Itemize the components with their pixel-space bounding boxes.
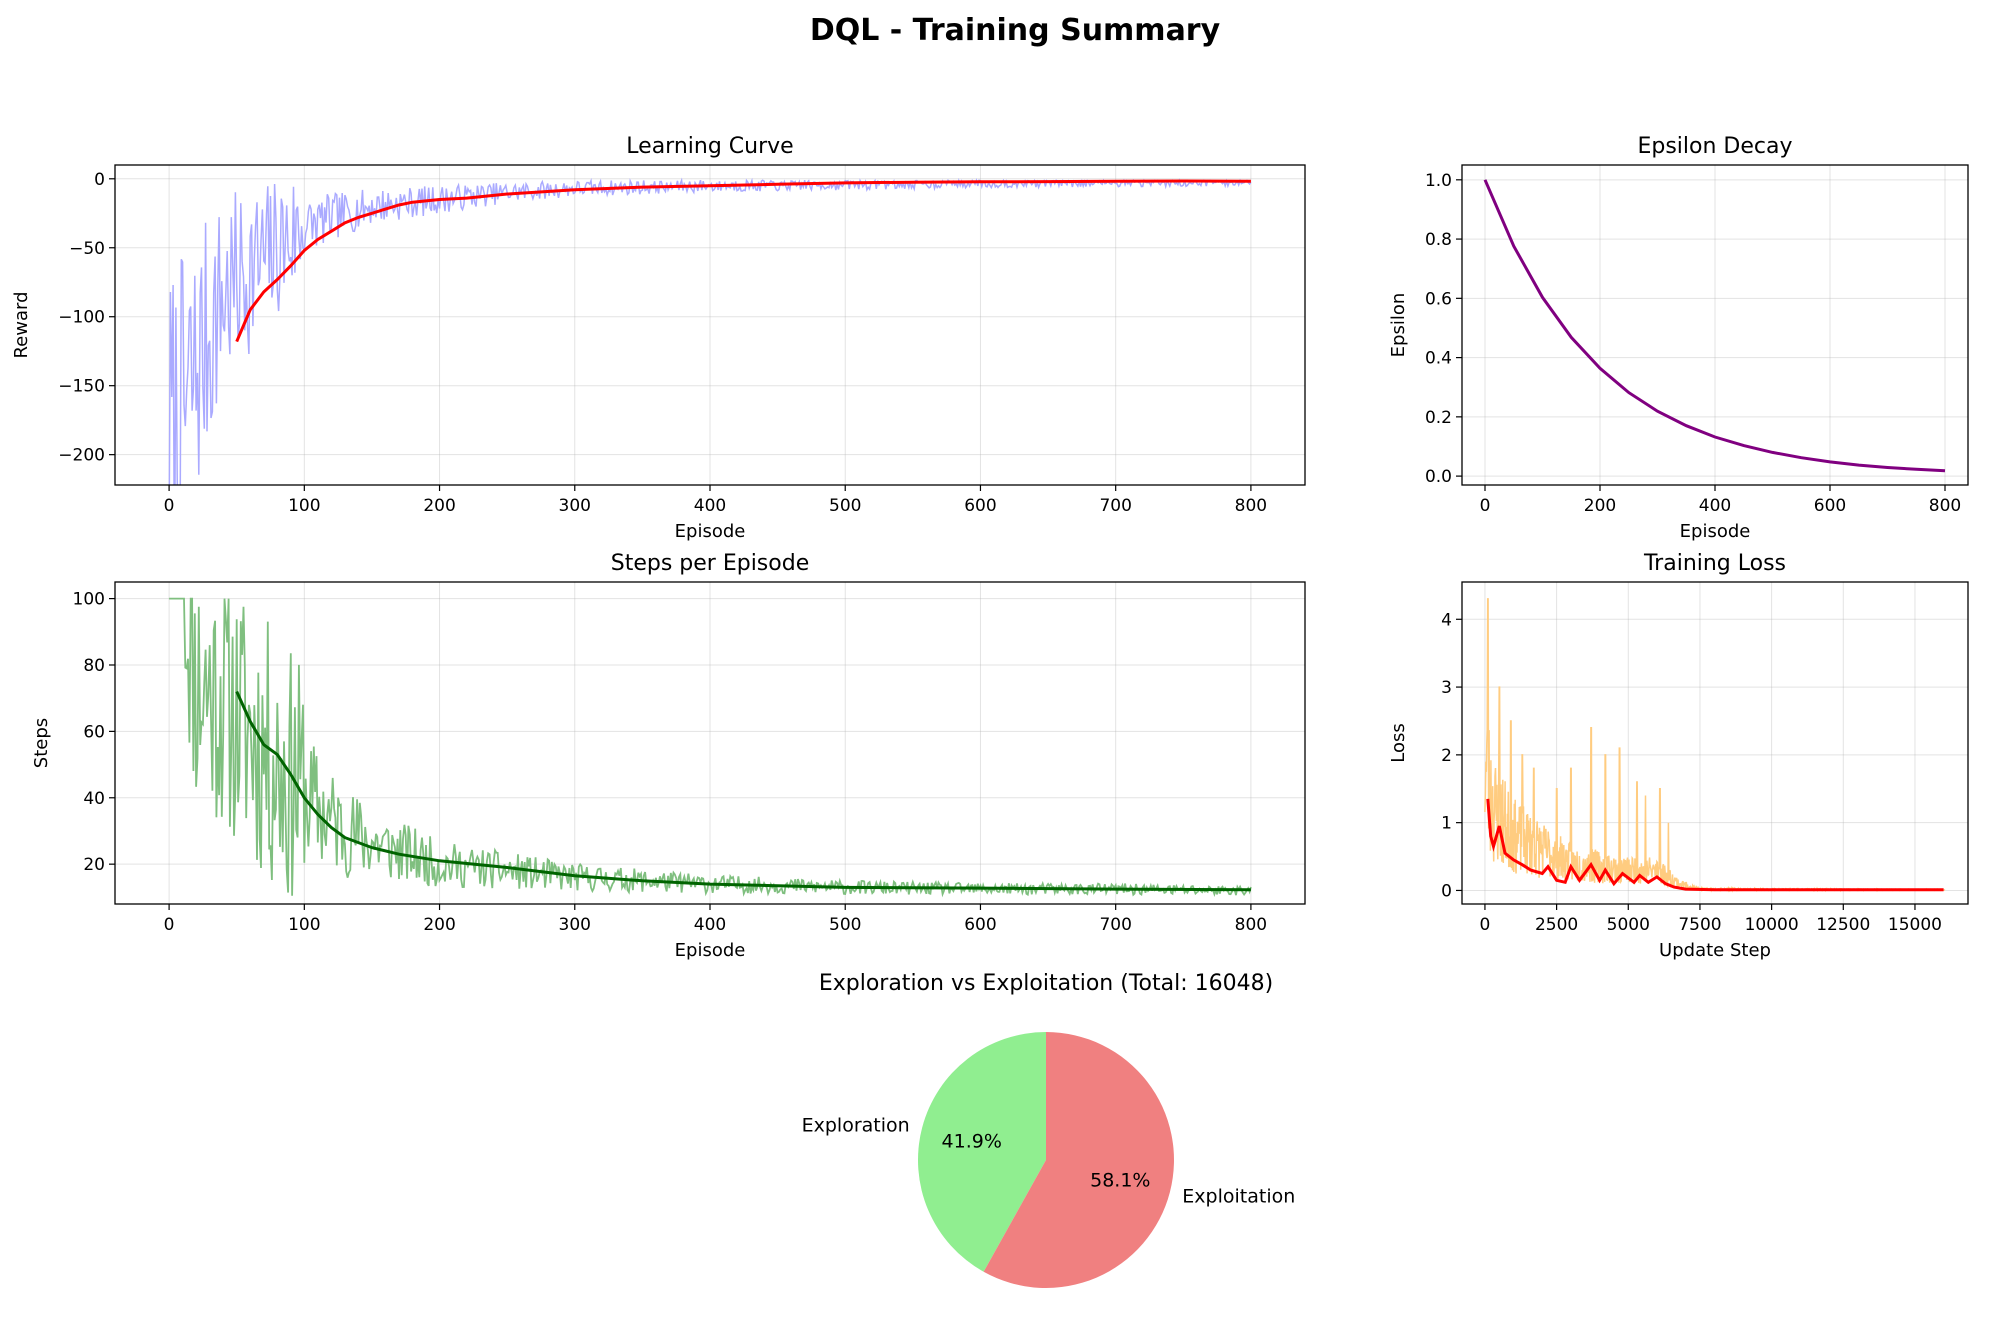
chart-title: Training Loss <box>1643 551 1786 576</box>
raw-loss-line <box>1484 598 1946 893</box>
x-tick-label: 500 <box>829 915 861 935</box>
x-axis-label: Update Step <box>1659 940 1771 961</box>
x-tick-label: 800 <box>1929 496 1961 516</box>
x-tick-label: 800 <box>1235 496 1267 516</box>
x-tick-label: 0 <box>164 496 175 516</box>
x-axis-label: Episode <box>675 940 746 961</box>
y-tick-label: −150 <box>58 377 105 397</box>
x-tick-label: 500 <box>829 496 861 516</box>
pie-slice-exploration <box>917 1032 1046 1272</box>
y-tick-label: 80 <box>83 656 105 676</box>
x-tick-label: 700 <box>1099 496 1131 516</box>
x-tick-label: 200 <box>423 496 455 516</box>
moving-average-loss-line <box>1486 798 1944 892</box>
training-loss-chart: 0 2500 5000 7500 10000 12500 15000 0 1 2 3 4 Trainin… <box>1388 551 1969 961</box>
x-tick-label: 400 <box>1699 496 1731 516</box>
y-tick-label: 2 <box>1441 746 1452 766</box>
x-tick-label: 400 <box>694 496 726 516</box>
exploration-exploitation-pie: Exploration vs Exploitation (Total: 1604… <box>802 971 1295 1288</box>
x-tick-label: 2500 <box>1535 915 1578 935</box>
figure-suptitle: DQL - Training Summary <box>810 13 1221 48</box>
x-tick-label: 100 <box>288 496 320 516</box>
y-axis-label: Epsilon <box>1388 293 1409 358</box>
y-axis-label: Reward <box>11 291 32 358</box>
x-tick-label: 0 <box>1480 915 1491 935</box>
axes-frame <box>1461 581 1969 905</box>
x-axis-label: Episode <box>1680 521 1751 542</box>
y-tick-label: 0.0 <box>1425 467 1452 487</box>
chart-title: Epsilon Decay <box>1637 134 1792 159</box>
epsilon-decay-chart: 0 200 400 600 800 0.0 0.2 0.4 0.6 0.8 1.0 Epsilon D… <box>1388 134 1969 542</box>
pie-slice-exploitation <box>983 1032 1174 1288</box>
y-tick-label: −100 <box>58 308 105 328</box>
x-tick-label: 5000 <box>1607 915 1650 935</box>
y-tick-label: 0.4 <box>1425 349 1452 369</box>
x-tick-label: 100 <box>288 915 320 935</box>
y-axis-label: Steps <box>31 718 52 768</box>
axes-frame <box>114 164 1306 486</box>
x-tick-label: 12500 <box>1816 915 1870 935</box>
y-tick-label: 1.0 <box>1425 171 1452 191</box>
moving-average-reward-line <box>235 179 1251 343</box>
chart-title: Steps per Episode <box>611 551 809 576</box>
y-tick-label: 40 <box>83 789 105 809</box>
x-tick-label: 200 <box>423 915 455 935</box>
y-tick-label: 0.2 <box>1425 408 1452 428</box>
x-tick-label: 200 <box>1584 496 1616 516</box>
x-tick-label: 15000 <box>1888 915 1942 935</box>
x-tick-label: 600 <box>1814 496 1846 516</box>
x-tick-label: 600 <box>964 915 996 935</box>
pie-label: Exploitation <box>1182 1185 1295 1207</box>
y-axis-label: Loss <box>1388 723 1409 762</box>
x-tick-label: 300 <box>559 496 591 516</box>
x-tick-label: 7500 <box>1678 915 1721 935</box>
x-tick-label: 700 <box>1099 915 1131 935</box>
y-tick-label: −200 <box>58 446 105 466</box>
pie-title: Exploration vs Exploitation (Total: 1604… <box>819 971 1273 996</box>
y-tick-label: −50 <box>69 239 105 259</box>
x-tick-label: 10000 <box>1745 915 1799 935</box>
y-tick-label: 0.6 <box>1425 289 1452 309</box>
x-axis-label: Episode <box>675 521 746 542</box>
y-tick-label: 1 <box>1441 814 1452 834</box>
x-tick-label: 0 <box>164 915 175 935</box>
y-tick-label: 4 <box>1441 610 1452 630</box>
y-tick-label: 0 <box>1441 881 1452 901</box>
x-tick-label: 0 <box>1480 496 1491 516</box>
y-tick-label: 20 <box>83 855 105 875</box>
steps-per-episode-chart: 0 100 200 300 400 500 600 700 800 20 40 60 80 100 Step… <box>31 551 1306 961</box>
y-tick-label: 60 <box>83 722 105 742</box>
y-tick-label: 3 <box>1441 678 1452 698</box>
y-tick-label: 100 <box>73 590 105 610</box>
chart-title: Learning Curve <box>626 134 793 159</box>
y-tick-label: 0 <box>94 170 105 190</box>
learning-curve-chart: 0 100 200 300 400 500 600 700 800 −200 −150 −100 −50… <box>11 134 1306 542</box>
pie-percent-label: 58.1% <box>1090 1169 1150 1191</box>
x-tick-label: 600 <box>964 496 996 516</box>
x-tick-label: 300 <box>559 915 591 935</box>
pie-percent-label: 41.9% <box>942 1131 1002 1153</box>
axes-frame <box>114 581 1306 905</box>
x-tick-label: 400 <box>694 915 726 935</box>
pie-label: Exploration <box>802 1115 910 1137</box>
x-tick-label: 800 <box>1235 915 1267 935</box>
epsilon-line <box>1483 179 1946 473</box>
axes-frame <box>1461 164 1969 486</box>
y-tick-label: 0.8 <box>1425 230 1452 250</box>
moving-average-steps-line <box>235 690 1251 892</box>
